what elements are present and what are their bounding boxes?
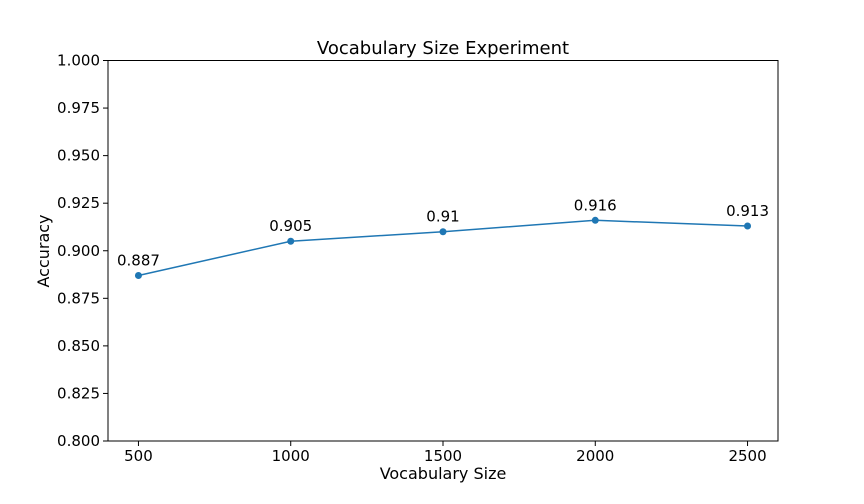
series-group: 0.887 0.905 0.91 0.916 0.913 — [117, 196, 769, 279]
data-point — [591, 216, 599, 224]
data-label: 0.913 — [726, 202, 769, 220]
y-tick-label: 0.850 — [57, 337, 100, 355]
data-label: 0.905 — [269, 217, 312, 235]
data-label: 0.91 — [426, 208, 459, 226]
data-point — [134, 271, 142, 279]
y-tick-label: 1.000 — [57, 52, 100, 70]
chart-title: Vocabulary Size Experiment — [317, 38, 569, 59]
data-label: 0.887 — [117, 251, 160, 269]
y-tick-label: 0.875 — [57, 289, 100, 307]
x-tick-label: 1500 — [424, 447, 462, 465]
y-tick-label: 0.825 — [57, 384, 100, 402]
y-axis-label: Accuracy — [34, 214, 53, 287]
x-tick-label: 1000 — [272, 447, 310, 465]
y-tick-label: 0.900 — [57, 242, 100, 260]
x-tick-label: 2500 — [728, 447, 766, 465]
x-tick-label: 500 — [124, 447, 153, 465]
x-tick-label: 2000 — [576, 447, 614, 465]
data-point — [744, 222, 752, 230]
y-tick-label: 0.925 — [57, 194, 100, 212]
y-tick-label: 0.950 — [57, 147, 100, 165]
plot-area-frame — [107, 60, 779, 442]
y-tick-label: 0.800 — [57, 432, 100, 450]
data-point — [287, 237, 295, 245]
data-point — [439, 228, 447, 236]
x-axis-label: Vocabulary Size — [380, 464, 507, 483]
y-axis-ticks: 0.800 0.825 0.850 0.875 0.900 0.925 0.950 0.975… — [57, 52, 108, 450]
x-axis-ticks: 500 1000 1500 2000 2500 — [124, 441, 767, 465]
data-label: 0.916 — [574, 196, 617, 214]
y-tick-label: 0.975 — [57, 99, 100, 117]
